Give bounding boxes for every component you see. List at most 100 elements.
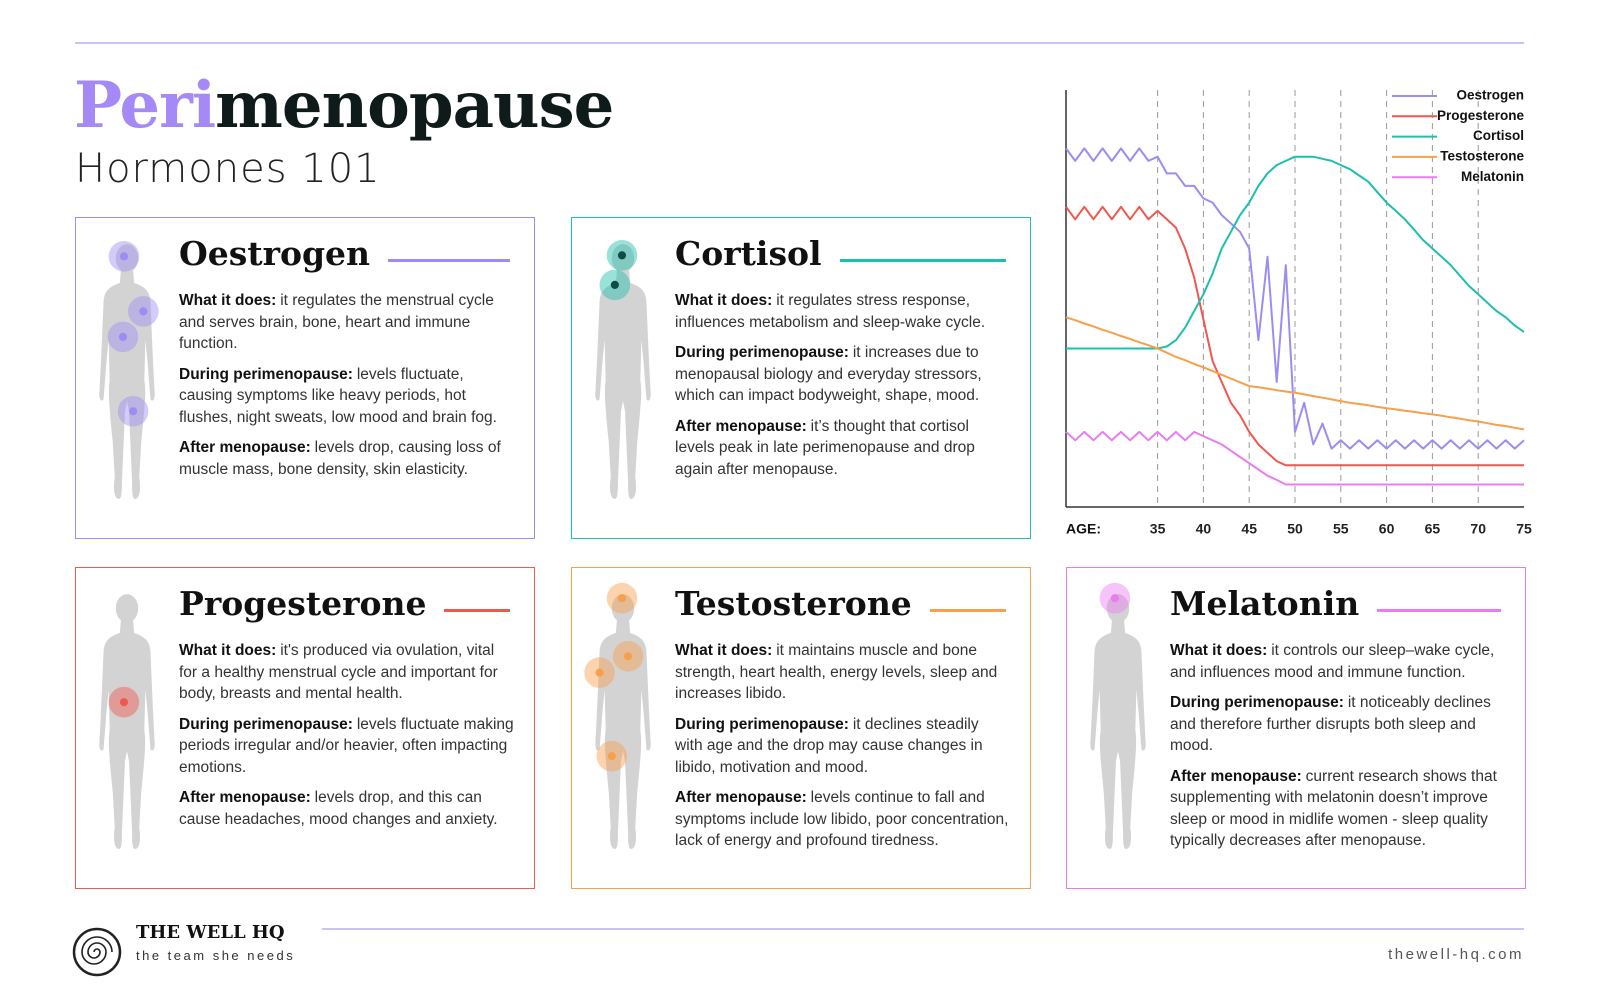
section-label: After menopause: xyxy=(675,417,807,435)
silhouette xyxy=(595,594,651,849)
legend-label: Oestrogen xyxy=(1456,88,1524,103)
section-text: it noticeably declines and therefore fur… xyxy=(1170,694,1491,754)
hotspot-core xyxy=(610,280,619,289)
section: What it does: it maintains muscle and bon… xyxy=(675,640,1010,705)
title-rest: menopause xyxy=(215,68,614,143)
x-tick-label: 45 xyxy=(1241,521,1257,537)
hotspot-core xyxy=(617,594,627,603)
section-text: levels drop, and this can cause headache… xyxy=(179,789,498,828)
section-label: During perimenopause: xyxy=(675,715,849,733)
card-title: Progesterone xyxy=(179,584,427,623)
card-title: Oestrogen xyxy=(179,234,371,273)
section-label: During perimenopause: xyxy=(179,715,353,733)
section: During perimenopause: levels fluctuate, c… xyxy=(179,364,514,429)
x-tick-label: 60 xyxy=(1379,521,1395,537)
section-text: current research shows that supplementin… xyxy=(1170,767,1497,850)
section: After menopause: levels continue to fall … xyxy=(675,787,1010,852)
hotspot-core xyxy=(118,332,127,341)
section-text: it declines steadily with age and the dr… xyxy=(675,715,983,776)
hormone-card: Progesterone What it does: it's produced v… xyxy=(75,567,535,889)
x-axis-label: AGE: xyxy=(1066,521,1101,537)
silhouette xyxy=(1090,594,1146,849)
hotspot-core xyxy=(129,407,138,416)
card-header: Cortisol xyxy=(675,234,1006,273)
title-bar xyxy=(444,609,510,612)
x-tick-label: 55 xyxy=(1333,521,1349,537)
hormone-card: Oestrogen What it does: it regulates the m… xyxy=(75,217,535,539)
title-accent: Peri xyxy=(74,68,216,143)
section-text: it’s thought that cortisol levels peak i… xyxy=(675,417,975,478)
section: What it does: it regulates the menstrual … xyxy=(179,290,514,355)
body-figure xyxy=(1090,582,1146,849)
section-label: What it does: xyxy=(179,292,277,309)
section-label: During perimenopause: xyxy=(1170,694,1344,711)
series-line xyxy=(1065,205,1524,467)
card-header: Testosterone xyxy=(675,584,1006,623)
chart: AGE: 35 40 45 50 55 60 65 70 75 Oestrogen Progeste… xyxy=(1065,88,1532,537)
section: After menopause: it’s thought that cortis… xyxy=(675,416,1010,481)
card-header: Melatonin xyxy=(1170,584,1501,623)
card-body: What it does: it's produced via ovulation… xyxy=(179,640,514,839)
section: During perimenopause: levels fluctuate ma… xyxy=(179,714,514,779)
section-label: What it does: xyxy=(675,292,773,309)
section-label: During perimenopause: xyxy=(179,365,353,383)
section-text: it maintains muscle and bone strength, h… xyxy=(675,642,998,702)
section-text: it regulates stress response, influences… xyxy=(675,292,986,331)
legend-label: Progesterone xyxy=(1437,108,1525,123)
section-label: What it does: xyxy=(1170,642,1268,659)
section: During perimenopause: it increases due to… xyxy=(675,342,1010,407)
title-bar xyxy=(929,609,1006,612)
top-rule xyxy=(75,42,1524,44)
hotspot-core xyxy=(607,752,616,761)
x-tick-label: 50 xyxy=(1287,521,1303,537)
legend-label: Testosterone xyxy=(1440,148,1524,163)
subtitle: Hormones 101 xyxy=(75,146,381,192)
x-tick-label: 75 xyxy=(1516,521,1532,537)
section: After menopause: levels drop, causing los… xyxy=(179,437,514,480)
title-bar xyxy=(1377,609,1501,612)
hotspot-core xyxy=(1110,594,1120,603)
section-text: it regulates the menstrual cycle and ser… xyxy=(179,292,494,352)
card-title: Testosterone xyxy=(675,584,912,623)
hormone-card: Melatonin What it does: it controls our sl… xyxy=(1066,567,1526,889)
section-text: it increases due to menopausal biology a… xyxy=(675,344,982,404)
section-label: What it does: xyxy=(179,642,277,659)
section-label: After menopause: xyxy=(179,439,311,456)
card-body: What it does: it regulates the menstrual … xyxy=(179,290,514,489)
hormone-card: Testosterone What it does: it maintains mu… xyxy=(571,567,1031,889)
card-title: Cortisol xyxy=(675,234,822,273)
hotspot-core xyxy=(139,307,148,316)
card-header: Progesterone xyxy=(179,584,510,623)
series-line xyxy=(1065,430,1524,486)
body-figure xyxy=(99,241,159,499)
card-header: Oestrogen xyxy=(179,234,510,273)
section: What it does: it's produced via ovulation… xyxy=(179,640,514,705)
legend-label: Cortisol xyxy=(1473,128,1524,143)
section: What it does: it regulates stress respons… xyxy=(675,290,1010,333)
x-tick-label: 70 xyxy=(1470,521,1486,537)
card-body: What it does: it maintains muscle and bon… xyxy=(675,640,1010,861)
series-line xyxy=(1066,155,1525,350)
body-figure xyxy=(99,594,155,849)
footer-rule xyxy=(322,928,1524,930)
hormone-card: Cortisol What it does: it regulates stress… xyxy=(571,217,1031,539)
card-body: What it does: it controls our sleep–wake … xyxy=(1170,640,1505,861)
section-text: it's produced via ovulation, vital for a… xyxy=(179,642,498,702)
hotspot-core xyxy=(624,652,633,661)
section-text: levels fluctuate making periods irregula… xyxy=(179,715,514,776)
brand: THE WELL HQ xyxy=(136,922,285,943)
x-tick-label: 40 xyxy=(1196,521,1212,537)
section-text: levels continue to fall and symptoms inc… xyxy=(675,789,1009,849)
section: After menopause: current research shows t… xyxy=(1170,766,1505,852)
section-label: After menopause: xyxy=(179,789,311,806)
hotspot-core xyxy=(595,668,604,677)
hotspot-core xyxy=(119,698,129,707)
url[interactable]: thewell-hq.com xyxy=(1388,946,1524,963)
hotspot-core xyxy=(119,252,129,261)
section-text: it controls our sleep–wake cycle, and in… xyxy=(1170,642,1495,681)
section-label: During perimenopause: xyxy=(675,344,849,361)
legend-label: Melatonin xyxy=(1461,169,1524,184)
section: During perimenopause: it noticeably decli… xyxy=(1170,692,1505,757)
section: What it does: it controls our sleep–wake … xyxy=(1170,640,1505,683)
